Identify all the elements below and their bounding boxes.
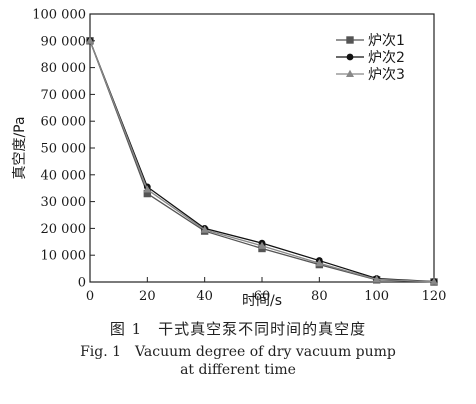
y-tick-label: 90 000 [41, 34, 87, 49]
y-tick-label: 40 000 [41, 168, 87, 183]
data-point-series-3 [143, 185, 152, 193]
data-point-series-3 [372, 275, 381, 283]
y-tick-label: 100 000 [32, 8, 86, 23]
data-point-series-3 [258, 241, 266, 249]
data-point-series-3 [86, 36, 94, 44]
y-tick-label: 50 000 [41, 142, 87, 157]
y-tick-label: 60 000 [41, 115, 87, 130]
figure-caption-chinese: 图 1 干式真空泵不同时间的真空度 [109, 320, 367, 338]
data-point-series-3 [430, 277, 438, 285]
y-axis-title: 真空度/Pa [12, 116, 28, 179]
x-tick-label: 20 [139, 289, 156, 304]
x-tick-label: 40 [196, 289, 213, 304]
y-tick-label: 30 000 [41, 195, 87, 210]
y-tick-label: 80 000 [41, 61, 87, 76]
x-tick-label: 120 [422, 289, 447, 304]
x-tick-label: 80 [311, 289, 328, 304]
x-tick-label: 0 [86, 289, 94, 304]
legend-label-3: 炉次3 [368, 67, 405, 83]
legend-marker-2 [346, 53, 354, 61]
y-tick-label: 70 000 [41, 88, 87, 103]
legend-label-2: 炉次2 [368, 50, 405, 66]
figure-caption-english-line1: Fig. 1 Vacuum degree of dry vacuum pump [80, 344, 396, 360]
y-tick-label: 10 000 [41, 249, 87, 264]
data-point-series-3 [315, 259, 324, 267]
x-axis-title: 时间/s [242, 293, 282, 309]
legend-marker-3 [346, 69, 354, 77]
y-tick-label: 0 [78, 276, 86, 291]
y-tick-label: 20 000 [41, 222, 87, 237]
x-tick-label: 100 [364, 289, 389, 304]
figure-caption-english-line2: at different time [180, 362, 296, 378]
vacuum-line-chart: 0 10 000 20 000 30 000 40 000 50 000 60 000 70 … [12, 8, 447, 310]
legend-label-1: 炉次1 [368, 33, 405, 49]
x-tick-label: 60 [254, 289, 271, 304]
legend-marker-1 [346, 36, 354, 44]
data-point-series-3 [200, 225, 209, 233]
